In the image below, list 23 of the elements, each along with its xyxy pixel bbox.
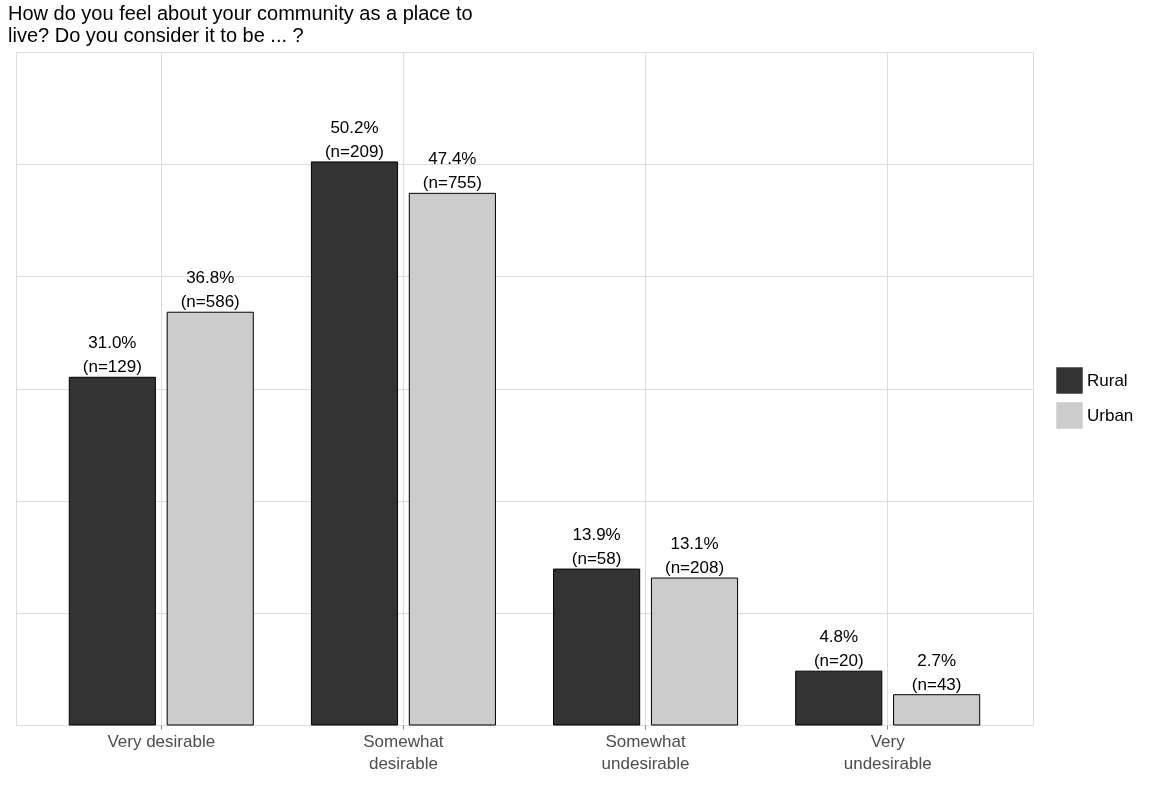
bar — [310, 161, 399, 726]
data-label: 13.1% (n=208) — [664, 534, 725, 578]
x-tick-label: Somewhat desirable — [363, 731, 444, 773]
x-tick-label: Very undesirable — [843, 731, 932, 773]
bar — [166, 311, 254, 726]
data-label: 36.8% (n=586) — [180, 268, 240, 312]
bar — [553, 568, 641, 726]
bar — [795, 670, 883, 726]
bar — [650, 577, 739, 726]
chart-title: How do you feel about your community as a place to live? Do you consider it to be ... ? — [8, 2, 473, 46]
bar — [68, 376, 156, 726]
legend-label: Urban — [1087, 405, 1134, 425]
x-tick-label: Very desirable — [107, 731, 216, 751]
bar — [893, 694, 981, 726]
bar — [408, 192, 496, 726]
data-label: 4.8% (n=20) — [813, 627, 864, 671]
data-label: 47.4% (n=755) — [422, 149, 482, 193]
x-tick-label: Somewhat undesirable — [601, 731, 690, 773]
data-label: 31.0% (n=129) — [82, 333, 142, 377]
data-label: 13.9% (n=58) — [571, 525, 622, 569]
data-label: 50.2% (n=209) — [324, 117, 385, 161]
legend-label: Rural — [1087, 370, 1128, 390]
data-label: 2.7% (n=43) — [911, 650, 962, 694]
